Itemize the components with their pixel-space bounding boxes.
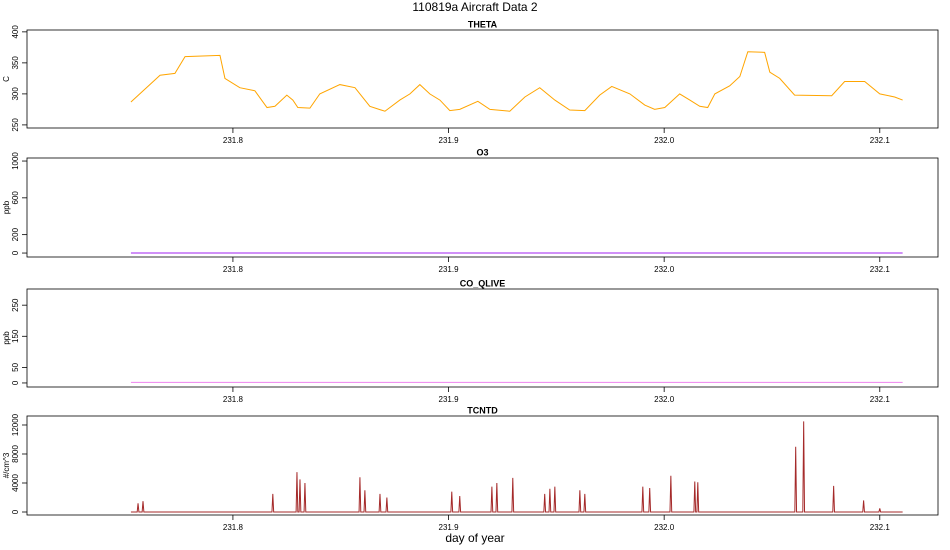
- y-tick-label: 1000: [11, 152, 20, 170]
- y-tick-label: 600: [11, 191, 20, 205]
- plot-box: [26, 157, 939, 258]
- y-tick-label: 300: [11, 87, 20, 101]
- panel-title: THETA: [468, 19, 498, 29]
- x-tick-label: 232.1: [870, 395, 891, 404]
- y-tick-label: 0: [11, 250, 20, 255]
- x-tick-label: 232.1: [870, 523, 891, 532]
- y-tick-label: 8000: [11, 445, 20, 463]
- x-tick-label: 231.8: [223, 523, 244, 532]
- y-axis-label: #/cm^3: [2, 452, 11, 478]
- x-tick-label: 231.9: [439, 395, 460, 404]
- y-axis-label: C: [2, 76, 11, 82]
- x-axis-label: day of year: [445, 531, 504, 545]
- panel-title: TCNTD: [467, 405, 498, 415]
- page-title: 110819a Aircraft Data 2: [412, 0, 538, 14]
- panel-title: CO_QLIVE: [460, 278, 506, 288]
- x-tick-label: 232.1: [870, 136, 891, 145]
- y-axis-label: ppb: [2, 200, 11, 214]
- y-tick-label: 0: [11, 380, 20, 385]
- y-tick-label: 250: [11, 118, 20, 132]
- x-tick-label: 232.1: [870, 265, 891, 274]
- panel-title: O3: [476, 147, 488, 157]
- x-tick-label: 232.0: [654, 136, 675, 145]
- series-line: [130, 51, 903, 112]
- y-axis-label: ppb: [2, 331, 11, 345]
- y-tick-label: 12000: [11, 413, 20, 436]
- x-tick-label: 232.0: [654, 523, 675, 532]
- x-tick-label: 232.0: [654, 395, 675, 404]
- y-tick-label: 50: [11, 362, 20, 371]
- x-tick-label: 231.9: [439, 136, 460, 145]
- x-tick-label: 232.0: [654, 265, 675, 274]
- y-tick-label: 250: [11, 298, 20, 312]
- y-tick-label: 400: [11, 25, 20, 39]
- x-tick-label: 231.8: [223, 395, 244, 404]
- plot-box: [26, 415, 939, 516]
- series-line: [130, 421, 903, 513]
- x-tick-label: 231.9: [439, 523, 460, 532]
- y-tick-label: 0: [11, 509, 20, 514]
- plot-box: [26, 288, 939, 388]
- y-tick-label: 200: [11, 227, 20, 241]
- x-tick-label: 231.9: [439, 265, 460, 274]
- y-tick-label: 350: [11, 56, 20, 70]
- x-tick-label: 231.8: [223, 136, 244, 145]
- plot-box: [26, 29, 939, 129]
- y-tick-label: 4000: [11, 474, 20, 492]
- x-tick-label: 231.8: [223, 265, 244, 274]
- y-tick-label: 150: [11, 329, 20, 343]
